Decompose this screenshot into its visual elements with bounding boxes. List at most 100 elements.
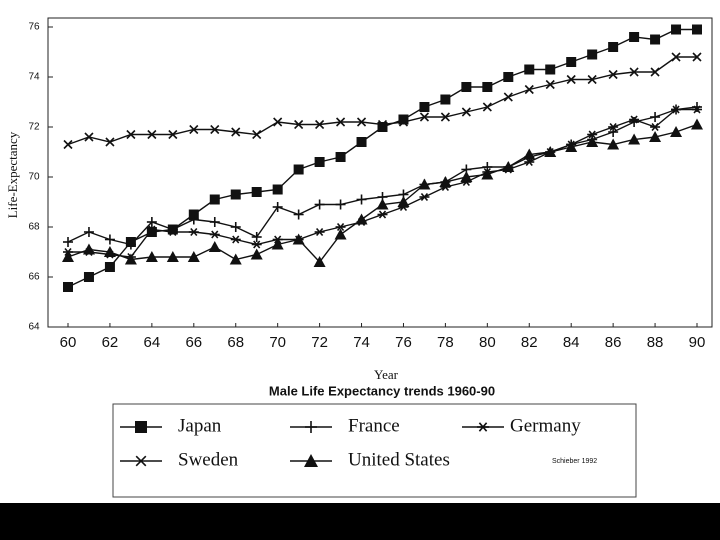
marker xyxy=(650,122,661,132)
x-tick-label: 84 xyxy=(563,334,580,351)
marker xyxy=(147,129,157,140)
y-tick-label: 72 xyxy=(28,122,40,133)
marker xyxy=(104,234,115,245)
marker xyxy=(293,209,304,220)
legend-label: France xyxy=(348,415,400,436)
x-tick-label: 64 xyxy=(144,334,161,351)
x-tick-label: 68 xyxy=(227,334,244,351)
annotation: Schieber 1992 xyxy=(552,458,597,465)
marker xyxy=(692,24,702,35)
marker xyxy=(356,117,367,127)
marker xyxy=(336,117,346,127)
marker xyxy=(440,94,451,105)
marker xyxy=(565,141,578,152)
marker xyxy=(629,32,640,42)
marker xyxy=(83,272,94,282)
marker xyxy=(524,64,535,75)
legend-label: Germany xyxy=(510,415,581,436)
legend-label: Japan xyxy=(178,415,222,436)
marker xyxy=(503,72,514,82)
marker xyxy=(398,114,409,125)
marker xyxy=(229,253,242,265)
marker xyxy=(419,112,429,122)
marker xyxy=(304,454,318,467)
marker xyxy=(629,67,639,77)
marker xyxy=(63,282,73,292)
marker xyxy=(124,253,137,265)
y-tick-label: 68 xyxy=(28,222,40,233)
marker xyxy=(544,146,557,157)
marker xyxy=(273,117,283,127)
marker xyxy=(397,196,410,207)
marker xyxy=(271,238,284,250)
marker xyxy=(481,168,494,180)
marker xyxy=(334,228,347,240)
marker xyxy=(146,225,157,234)
marker xyxy=(272,202,283,212)
marker xyxy=(587,130,598,139)
marker xyxy=(250,248,263,260)
marker xyxy=(461,82,472,92)
marker xyxy=(482,102,492,112)
marker xyxy=(670,126,683,137)
marker xyxy=(608,122,619,132)
marker xyxy=(671,105,682,114)
marker xyxy=(335,199,346,210)
x-tick-label: 76 xyxy=(395,334,412,351)
marker xyxy=(355,213,368,225)
marker xyxy=(650,67,660,77)
legend-label: United States xyxy=(348,449,450,470)
plot-frame xyxy=(47,17,713,328)
marker xyxy=(356,194,367,205)
marker xyxy=(608,127,619,137)
marker xyxy=(251,240,262,249)
marker xyxy=(126,129,136,140)
marker xyxy=(628,133,641,145)
marker xyxy=(419,102,430,112)
marker xyxy=(146,217,157,227)
y-tick-label: 66 xyxy=(28,272,40,283)
marker xyxy=(629,115,640,124)
y-tick-label: 76 xyxy=(28,22,40,33)
marker xyxy=(524,84,534,95)
marker xyxy=(650,112,661,122)
marker xyxy=(210,124,220,135)
marker xyxy=(418,178,431,190)
marker xyxy=(63,139,73,150)
marker xyxy=(460,171,473,182)
marker xyxy=(188,227,199,237)
marker xyxy=(691,118,703,130)
marker xyxy=(314,227,325,237)
marker xyxy=(230,189,241,200)
marker xyxy=(208,241,221,252)
x-tick-label: 74 xyxy=(353,334,370,351)
marker xyxy=(566,57,577,67)
marker xyxy=(523,148,536,160)
marker xyxy=(649,131,662,142)
series-line xyxy=(67,28,697,288)
y-tick-label: 70 xyxy=(28,172,40,183)
marker xyxy=(461,107,471,117)
marker xyxy=(482,82,493,92)
marker xyxy=(608,42,619,52)
x-tick-label: 78 xyxy=(437,334,454,351)
marker xyxy=(209,217,220,227)
marker xyxy=(146,227,157,237)
marker xyxy=(566,74,576,85)
marker xyxy=(209,230,220,239)
marker xyxy=(671,52,681,62)
legend-box xyxy=(112,403,637,498)
legend-label: Sweden xyxy=(178,449,239,470)
marker xyxy=(692,105,702,114)
marker xyxy=(356,137,367,147)
marker xyxy=(503,92,513,102)
marker xyxy=(188,214,199,225)
marker xyxy=(587,74,597,85)
marker xyxy=(294,119,304,130)
marker xyxy=(135,455,147,467)
y-axis-label: Life-Expectancy xyxy=(5,131,20,218)
y-tick-label: 64 xyxy=(28,322,40,333)
x-tick-label: 70 xyxy=(269,334,286,351)
marker xyxy=(63,237,73,247)
